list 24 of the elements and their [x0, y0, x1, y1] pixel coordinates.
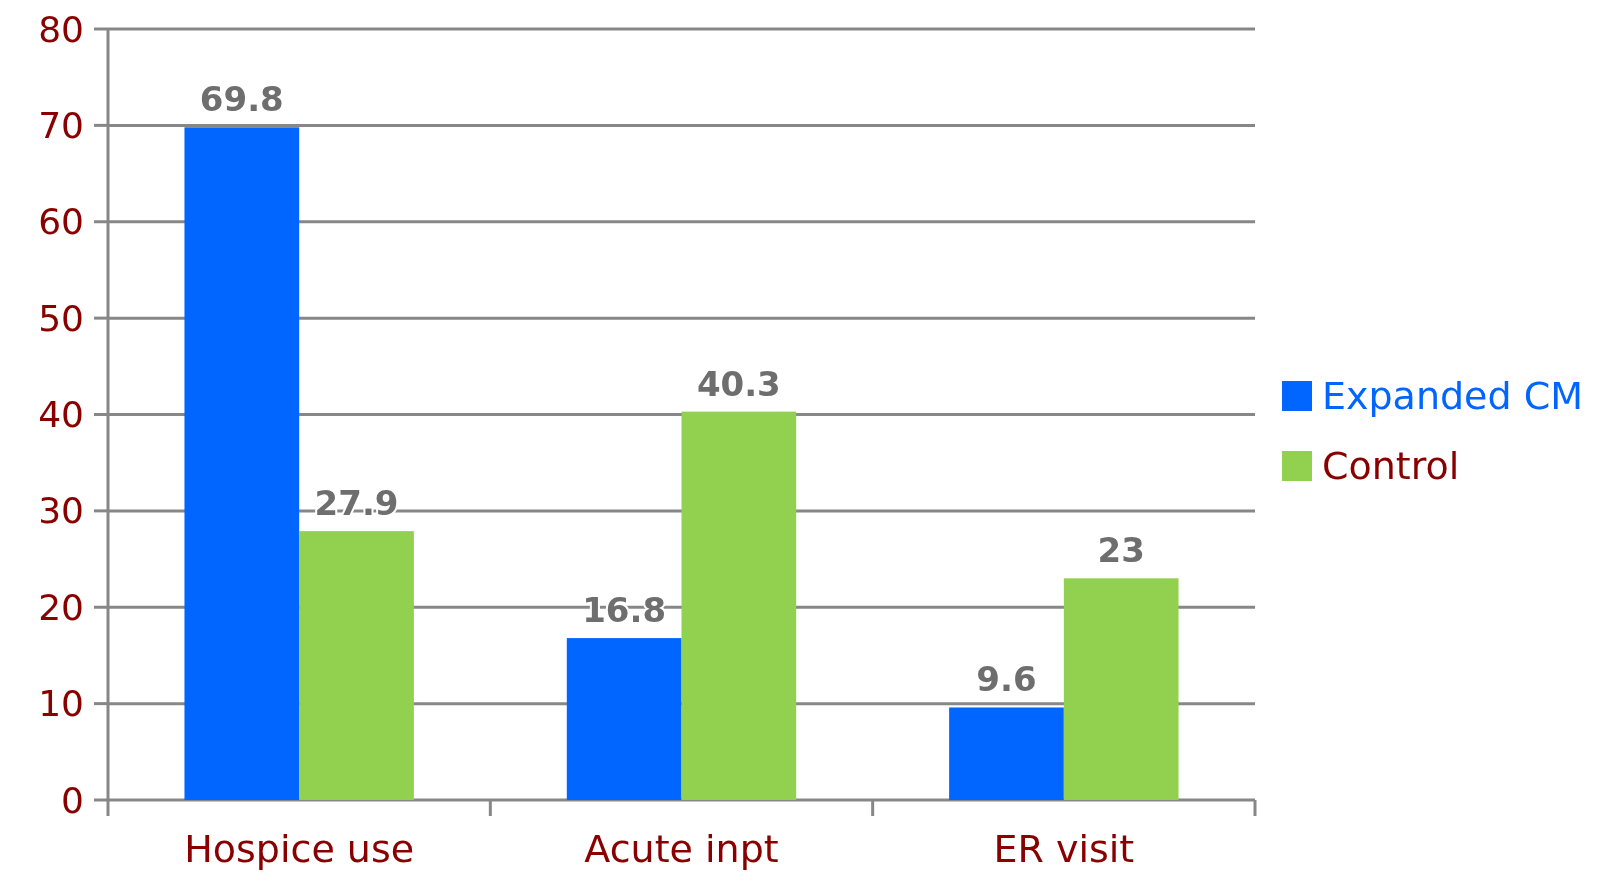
legend-label: Expanded CM — [1322, 374, 1584, 419]
bar — [184, 127, 300, 800]
bar — [681, 411, 797, 800]
data-label: 40.3 — [696, 363, 781, 404]
x-tick-label: Acute inpt — [584, 827, 779, 871]
data-label: 69.8 — [199, 79, 284, 120]
legend-label: Control — [1322, 444, 1460, 489]
y-tick-label: 50 — [38, 297, 84, 339]
y-tick-label: 40 — [38, 394, 84, 436]
y-tick-label: 10 — [38, 683, 84, 725]
y-tick-label: 60 — [38, 201, 84, 243]
y-tick-label: 0 — [61, 779, 84, 821]
bar — [299, 531, 414, 800]
bar — [949, 707, 1064, 800]
x-tick-label: ER visit — [993, 827, 1135, 871]
y-tick-label: 30 — [38, 490, 84, 532]
data-label: 9.6 — [976, 659, 1037, 700]
y-tick-label: 70 — [38, 104, 84, 146]
bar — [1063, 578, 1179, 800]
y-tick-label: 80 — [38, 8, 84, 50]
y-tick-label: 20 — [38, 586, 84, 628]
x-tick-label: Hospice use — [184, 827, 415, 871]
bar — [566, 638, 682, 800]
data-label: 23 — [1097, 530, 1145, 571]
